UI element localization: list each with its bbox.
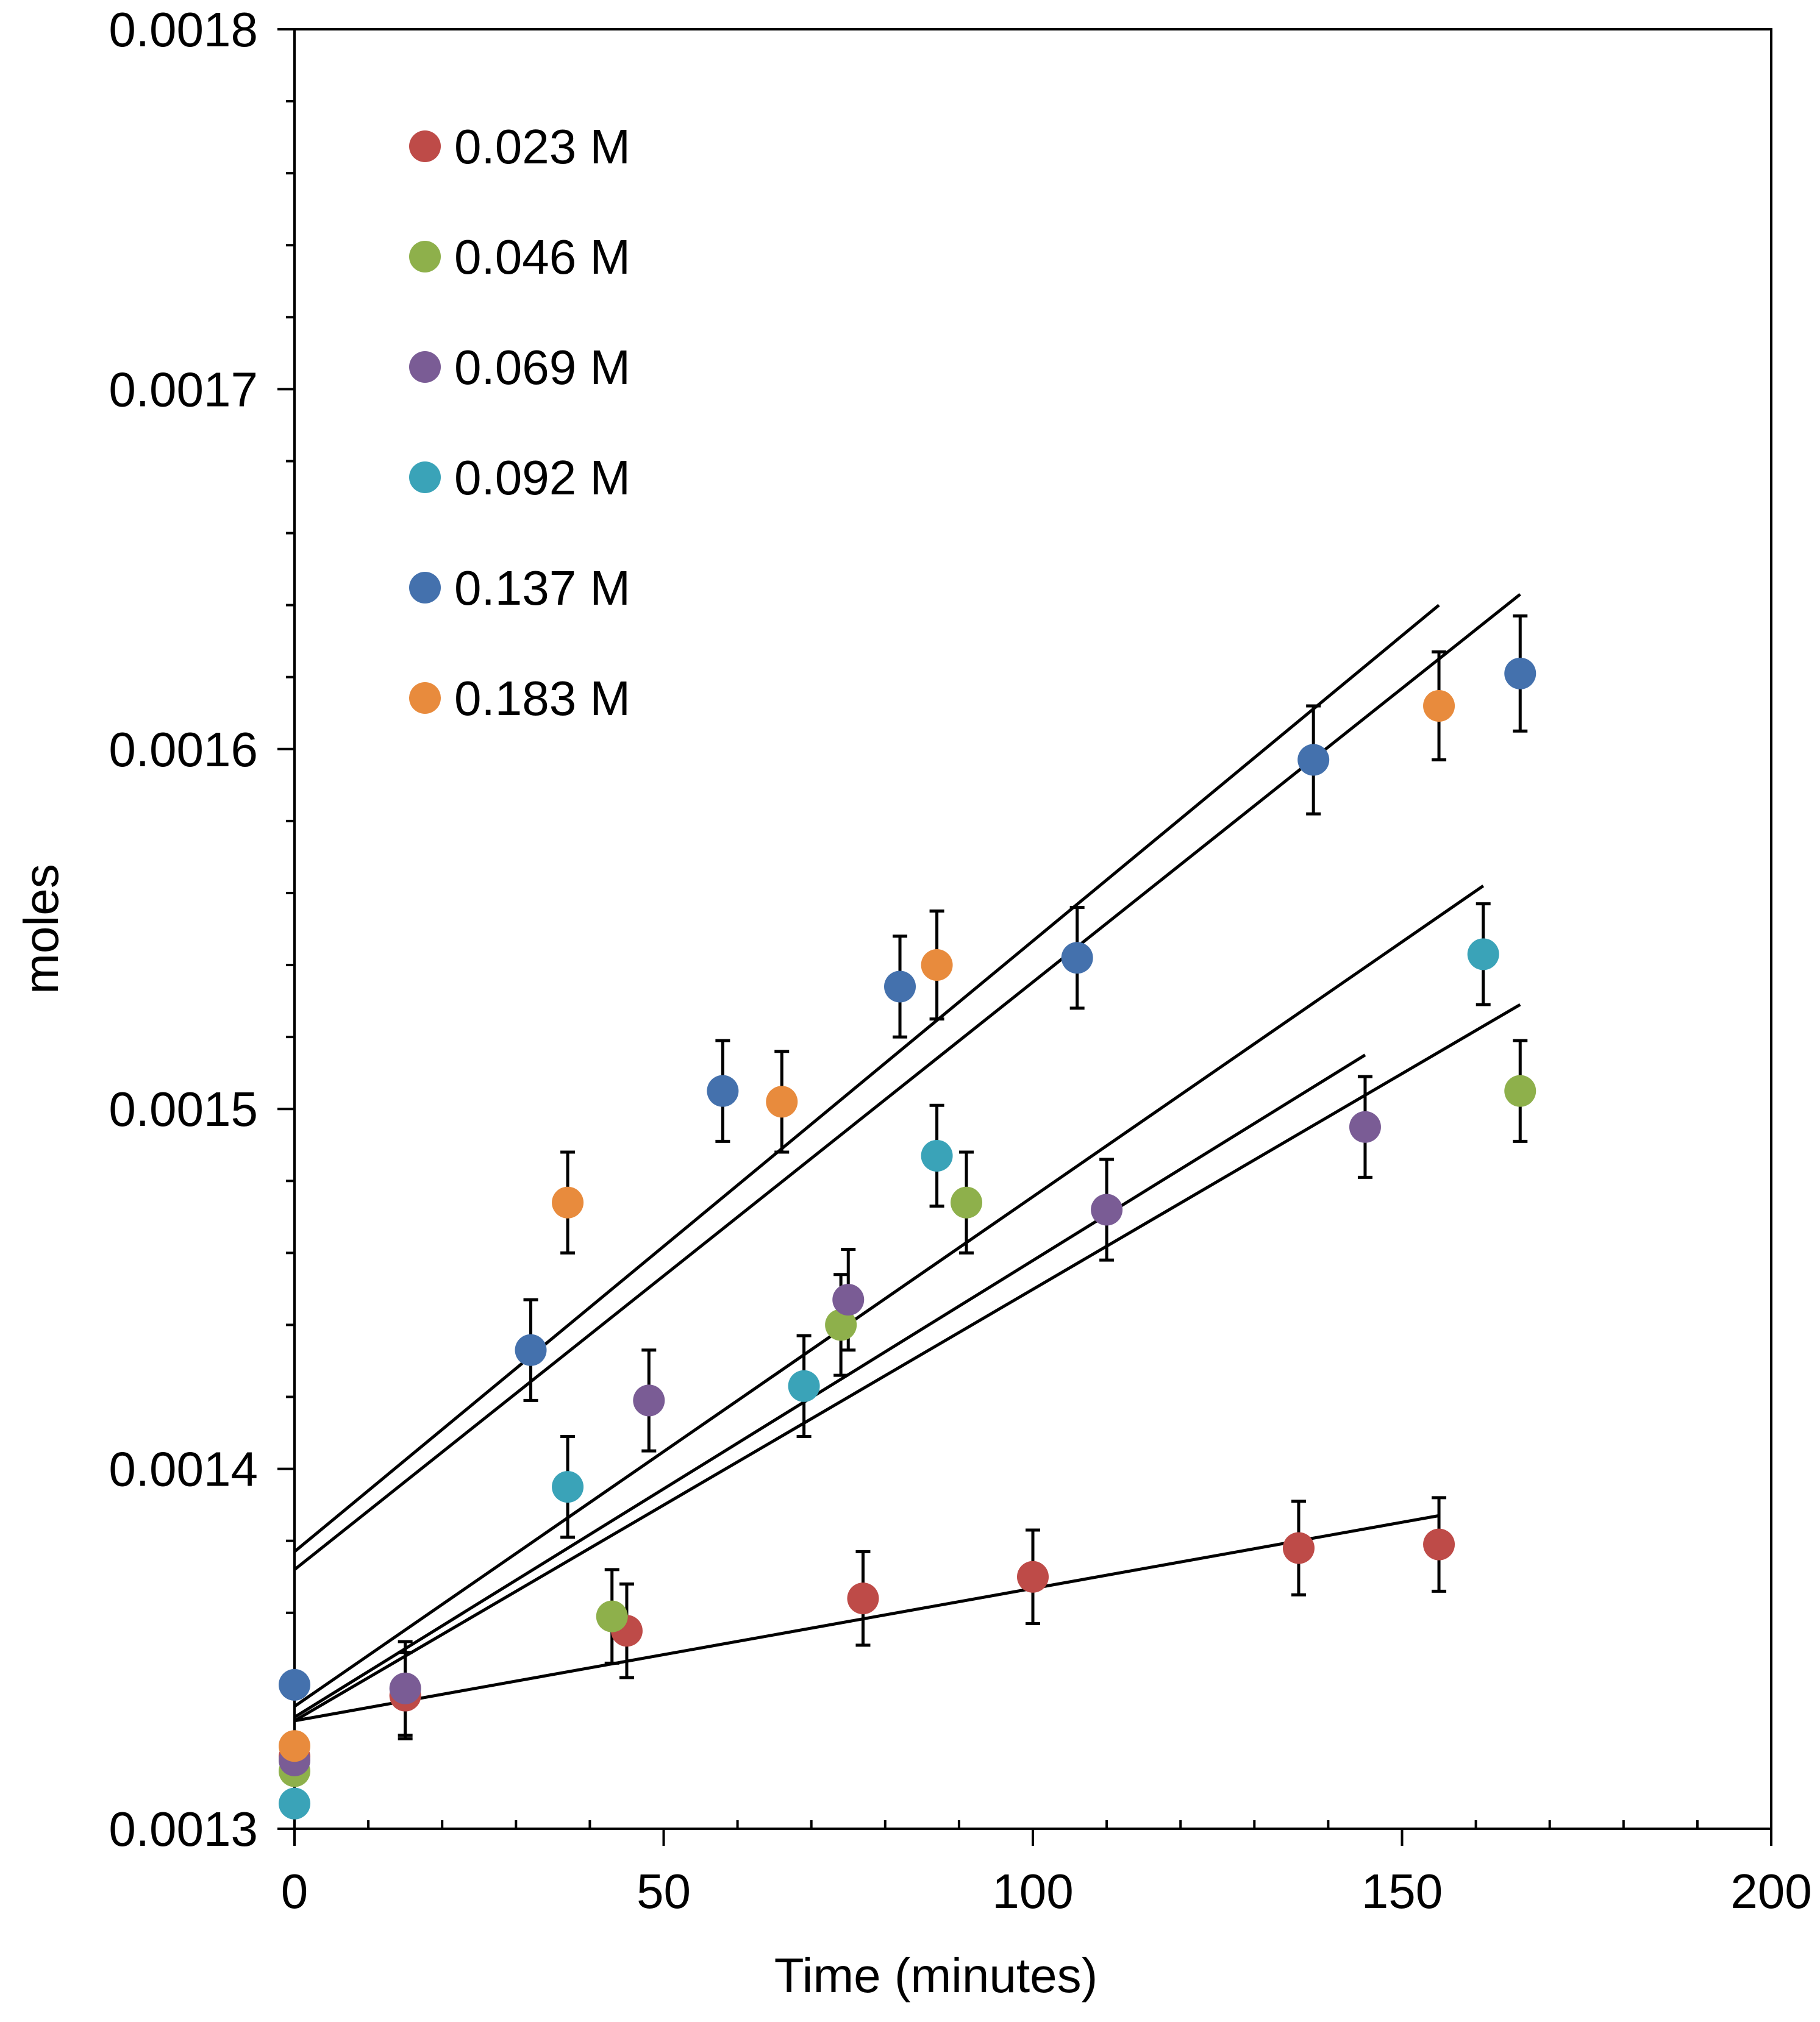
data-point [766, 1086, 798, 1118]
data-point [515, 1334, 547, 1366]
y-tick-label: 0.0013 [109, 1802, 258, 1856]
fit-line [293, 593, 1521, 1571]
legend-label: 0.023 M [454, 119, 630, 174]
data-point [552, 1186, 584, 1219]
legend-item: 0.023 M [409, 119, 630, 174]
error-bars [398, 614, 1528, 1740]
legend-item: 0.137 M [409, 561, 630, 615]
data-point [1282, 1532, 1315, 1564]
data-point [832, 1284, 865, 1316]
data-point [951, 1186, 983, 1219]
data-point [1017, 1561, 1049, 1593]
legend-label: 0.137 M [454, 561, 630, 615]
legend-item: 0.092 M [409, 450, 630, 505]
data-point [1423, 1528, 1455, 1561]
y-tick-label: 0.0018 [109, 2, 258, 57]
legend-label: 0.092 M [454, 450, 630, 505]
data-point [1091, 1194, 1123, 1226]
legend-marker [409, 461, 441, 493]
x-tick-label: 100 [992, 1864, 1073, 1918]
y-tick-label: 0.0017 [109, 362, 258, 416]
fit-line [293, 603, 1440, 1553]
fit-line [294, 1514, 1440, 1723]
data-point [389, 1672, 421, 1704]
legend-item: 0.183 M [409, 671, 630, 725]
x-tick-labels: 0 50 100 150 200 [281, 1864, 1812, 1918]
data-point [552, 1471, 584, 1503]
data-point [1504, 1075, 1536, 1107]
legend-label: 0.069 M [454, 340, 630, 394]
y-tick-label: 0.0016 [109, 722, 258, 777]
x-tick-label: 50 [637, 1864, 691, 1918]
x-axis-title: Time (minutes) [774, 1948, 1097, 2002]
data-point [633, 1384, 665, 1417]
data-point [825, 1309, 857, 1341]
x-tick-label: 150 [1361, 1864, 1443, 1918]
fit-line [293, 885, 1485, 1708]
data-point [788, 1370, 820, 1402]
data-point [1467, 938, 1499, 970]
data-point [1297, 744, 1330, 776]
fit-line [293, 1003, 1521, 1723]
data-point [921, 1139, 953, 1172]
fit-line [293, 1053, 1366, 1719]
data-point [1061, 942, 1093, 974]
legend-marker [409, 241, 441, 272]
legend-marker [409, 351, 441, 383]
legend-marker [409, 572, 441, 603]
x-minor-ticks [293, 1820, 1772, 1846]
y-axis-title: moles [14, 864, 68, 994]
legend-marker [409, 682, 441, 714]
data-point [279, 1787, 310, 1820]
y-tick-label: 0.0014 [109, 1442, 258, 1497]
data-point [884, 970, 916, 1003]
legend-marker [409, 130, 441, 162]
x-tick-label: 0 [281, 1864, 309, 1918]
data-point [279, 1668, 310, 1701]
data-point [279, 1730, 310, 1762]
y-tick-label: 0.0015 [109, 1082, 258, 1136]
legend-label: 0.183 M [454, 671, 630, 725]
legend-item: 0.046 M [409, 230, 630, 284]
legend-item: 0.069 M [409, 340, 630, 394]
data-point [1504, 657, 1536, 689]
y-tick-labels: 0.0013 0.0014 0.0015 0.0016 0.0017 0.0018 [109, 2, 258, 1856]
data-point [596, 1600, 628, 1632]
data-point [1349, 1111, 1381, 1143]
data-point [921, 949, 953, 981]
x-tick-label: 200 [1730, 1864, 1811, 1918]
data-points [279, 657, 1536, 1820]
y-minor-ticks [277, 28, 294, 1830]
data-point [1423, 689, 1455, 722]
fit-lines [293, 593, 1521, 1723]
data-point [707, 1075, 739, 1107]
data-point [847, 1582, 879, 1615]
legend: 0.023 M 0.046 M 0.069 M 0.092 M 0.137 M 0.183… [409, 119, 630, 725]
legend-label: 0.046 M [454, 230, 630, 284]
